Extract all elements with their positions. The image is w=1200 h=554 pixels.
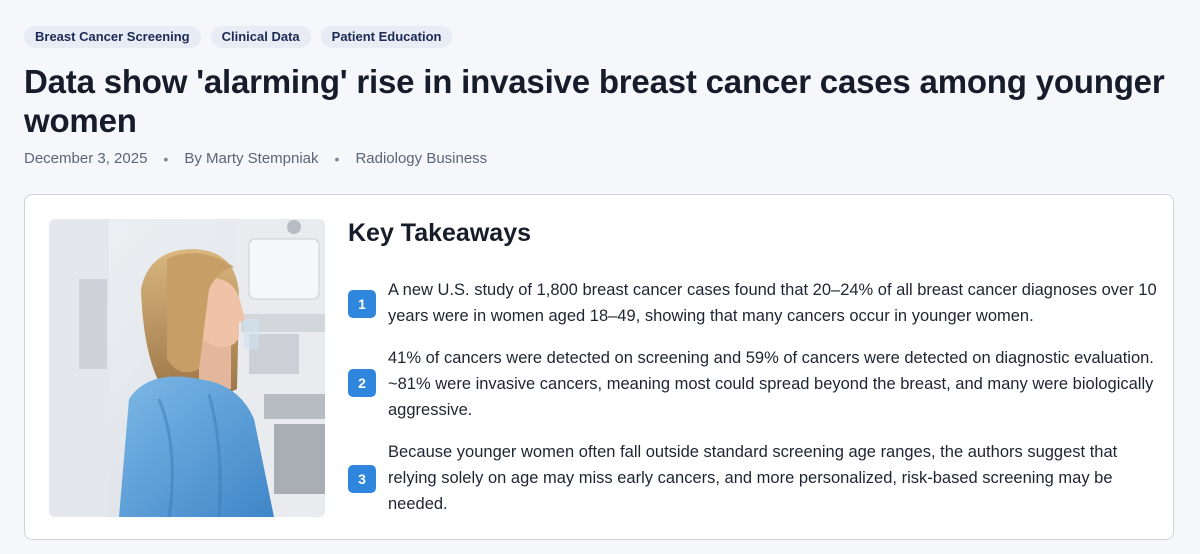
tag-clinical-data[interactable]: Clinical Data: [210, 26, 311, 48]
takeaway-item-1: 1 A new U.S. study of 1,800 breast cance…: [348, 277, 1157, 337]
takeaway-item-3: 3 Because younger women often fall outsi…: [348, 439, 1148, 519]
takeaway-number-badge: 3: [348, 465, 376, 493]
meta-separator: •: [334, 150, 340, 167]
takeaway-text: 41% of cancers were detected on screenin…: [388, 349, 1154, 419]
author-link[interactable]: By Marty Stempniak: [184, 150, 319, 167]
article-title: Data show 'alarming' rise in invasive br…: [24, 63, 1165, 139]
takeaway-text: A new U.S. study of 1,800 breast cancer …: [388, 281, 1157, 325]
tag-list: Breast Cancer Screening Clinical Data Pa…: [24, 26, 453, 48]
takeaway-item-2: 2 41% of cancers were detected on screen…: [348, 345, 1154, 425]
publish-date: December 3, 2025: [24, 150, 148, 167]
key-takeaways-card: Key Takeaways 1 A new U.S. study of 1,80…: [24, 194, 1174, 540]
meta-separator: •: [163, 150, 169, 167]
takeaway-number-badge: 1: [348, 290, 376, 318]
tag-breast-cancer-screening[interactable]: Breast Cancer Screening: [24, 26, 201, 48]
article-photo: [49, 219, 325, 517]
article-meta: December 3, 2025 • By Marty Stempniak • …: [24, 150, 487, 167]
key-takeaways-heading: Key Takeaways: [348, 219, 531, 247]
takeaway-number-badge: 2: [348, 369, 376, 397]
tag-patient-education[interactable]: Patient Education: [320, 26, 453, 48]
takeaway-text: Because younger women often fall outside…: [388, 443, 1118, 513]
source-link[interactable]: Radiology Business: [355, 150, 488, 167]
